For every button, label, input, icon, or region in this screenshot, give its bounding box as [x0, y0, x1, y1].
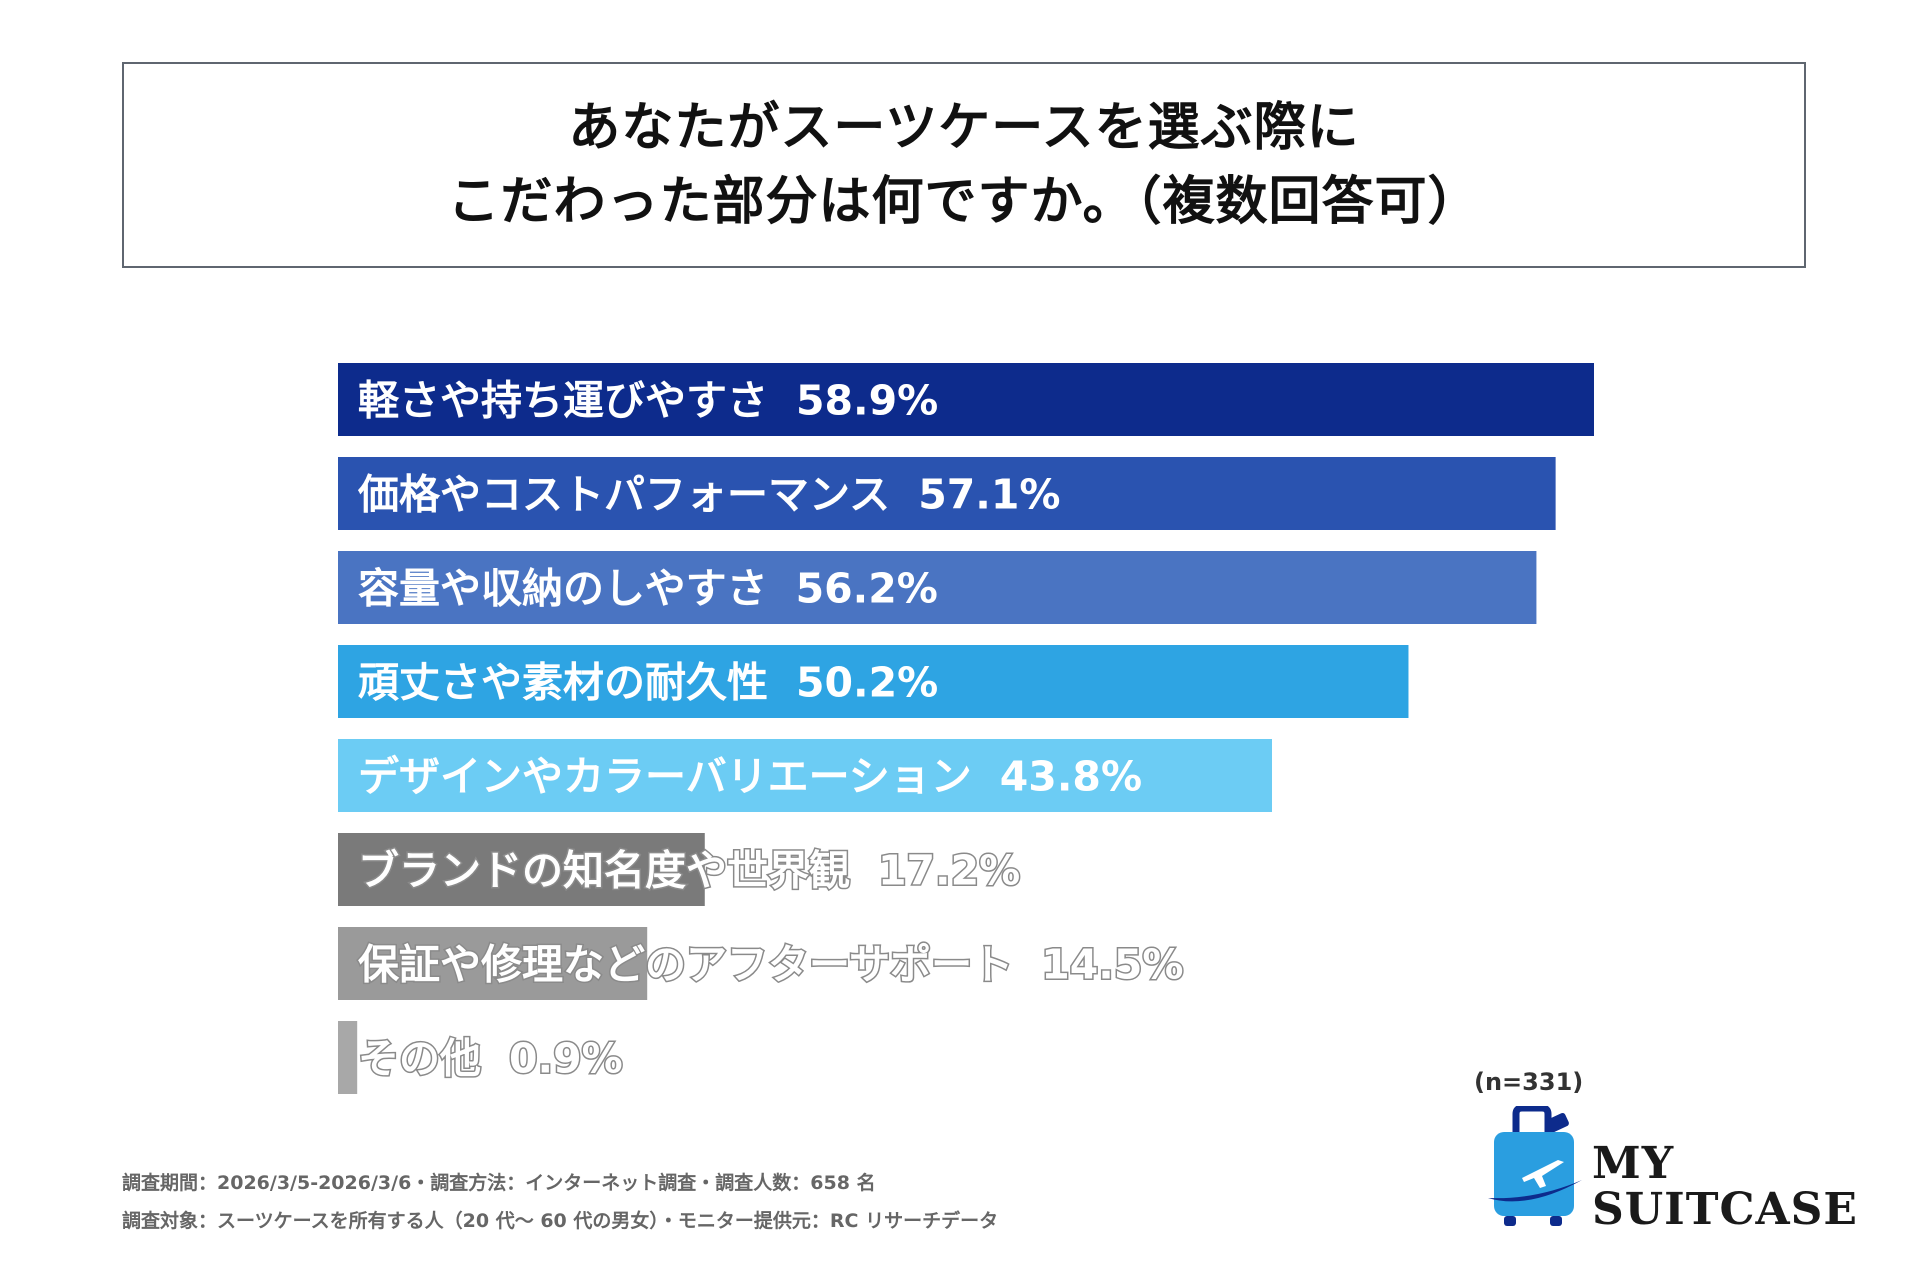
my-suitcase-logo: MY SUITCASE: [1488, 1106, 1857, 1235]
value-label-3: 50.2%: [796, 659, 938, 707]
value-label-5: 17.2%: [878, 847, 1020, 895]
bar-4: [338, 739, 1273, 812]
bar-7: [338, 1021, 358, 1094]
survey-footnote-2: 調査対象：スーツケースを所有する人（20 代～ 60 代の男女）・モニター提供元…: [122, 1210, 999, 1232]
bar-label-5: ブランドの知名度や世界観 17.2%: [358, 847, 1020, 895]
bar-label-0: 軽さや持ち運びやすさ 58.9%: [358, 377, 938, 425]
bar-3: [338, 645, 1409, 718]
value-label-6: 14.5%: [1041, 941, 1183, 989]
value-label-0: 58.9%: [796, 377, 938, 425]
bar-6: [338, 927, 648, 1000]
category-label-5: ブランドの知名度や世界観: [358, 847, 850, 895]
category-label-1: 価格やコストパフォーマンス: [357, 471, 890, 519]
bar-2: [338, 551, 1537, 624]
title-box: あなたがスーツケースを選ぶ際に こだわった部分は何ですか。（複数回答可）: [122, 62, 1806, 268]
bar-label-2: 容量や収納のしやすさ 56.2%: [358, 565, 938, 613]
category-label-0: 軽さや持ち運びやすさ: [358, 377, 768, 425]
logo-text-suitcase: SUITCASE: [1592, 1184, 1858, 1235]
value-label-4: 43.8%: [1000, 753, 1142, 801]
value-label-7: 0.9%: [509, 1035, 623, 1083]
value-label-2: 56.2%: [796, 565, 938, 613]
bar-0: [338, 363, 1594, 436]
logo-text-my: MY: [1592, 1138, 1675, 1189]
title-line-2: こだわった部分は何ですか。（複数回答可）: [447, 172, 1481, 232]
suitcase-icon: [1488, 1106, 1582, 1226]
title-line-1: あなたがスーツケースを選ぶ際に: [568, 98, 1360, 158]
sample-size-label: (n=331): [1474, 1068, 1584, 1096]
bar-label-4: デザインやカラーバリエーション 43.8%: [358, 753, 1142, 801]
bar-label-7: その他 0.9%: [358, 1035, 623, 1083]
category-label-6: 保証や修理などのアフターサポート: [358, 941, 1013, 989]
bar-label-1: 価格やコストパフォーマンス 57.1%: [357, 471, 1060, 519]
category-label-3: 頑丈さや素材の耐久性: [358, 659, 768, 707]
category-label-4: デザインやカラーバリエーション: [358, 753, 972, 801]
survey-footnote-1: 調査期間：2026/3/5-2026/3/6・調査方法：インターネット調査・調査…: [122, 1172, 876, 1194]
category-label-2: 容量や収納のしやすさ: [358, 565, 768, 613]
bar-5: [338, 833, 705, 906]
bar-label-6: 保証や修理などのアフターサポート 14.5%: [358, 941, 1183, 989]
value-label-1: 57.1%: [918, 471, 1060, 519]
bar-label-3: 頑丈さや素材の耐久性 50.2%: [358, 659, 938, 707]
category-label-7: その他: [358, 1035, 481, 1083]
bar-1: [338, 457, 1556, 530]
